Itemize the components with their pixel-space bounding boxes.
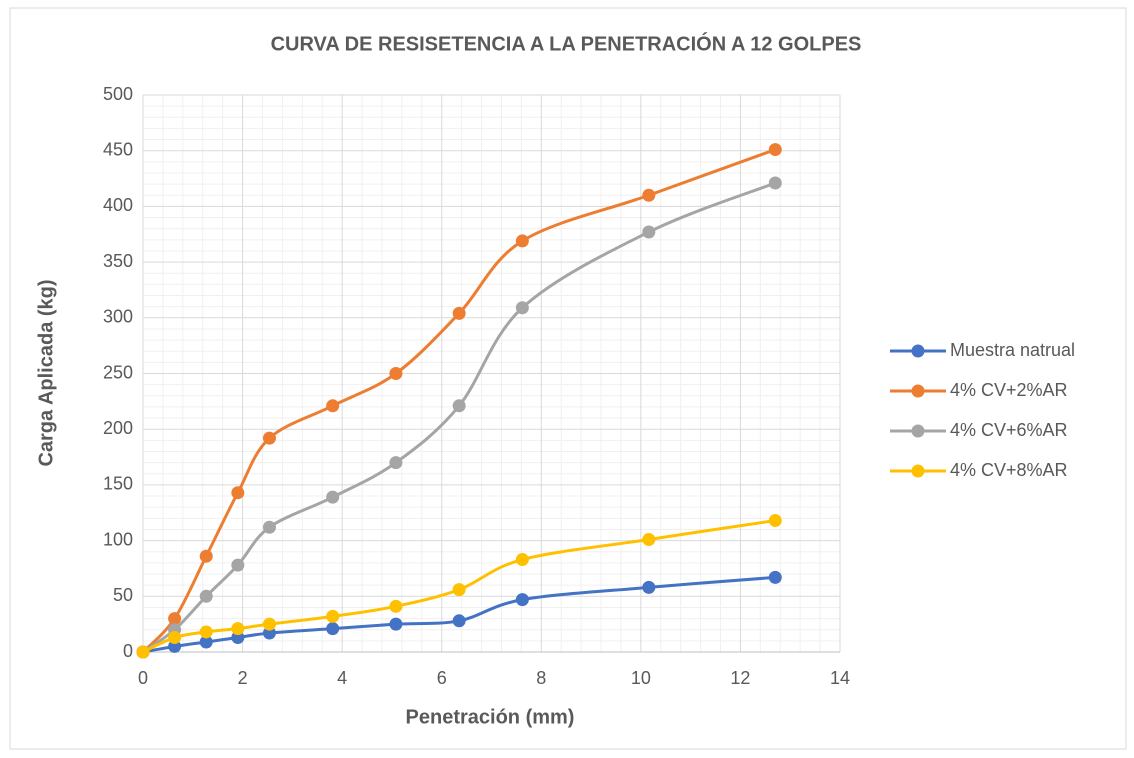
marker xyxy=(262,626,276,640)
legend-marker xyxy=(911,464,925,478)
legend-marker xyxy=(911,384,925,398)
marker xyxy=(231,558,245,572)
marker xyxy=(642,532,656,546)
marker xyxy=(642,580,656,594)
x-axis-label: Penetración (mm) xyxy=(406,706,575,728)
marker xyxy=(326,622,340,636)
legend-label: 4% CV+6%AR xyxy=(950,420,1068,440)
marker xyxy=(768,514,782,528)
marker xyxy=(231,486,245,500)
marker xyxy=(199,549,213,563)
y-tick-label: 400 xyxy=(103,195,133,215)
y-tick-label: 450 xyxy=(103,139,133,159)
marker xyxy=(515,234,529,248)
marker xyxy=(326,399,340,413)
y-axis-label: Carga Aplicada (kg) xyxy=(35,279,57,466)
legend-marker xyxy=(911,344,925,358)
marker xyxy=(199,635,213,649)
marker xyxy=(768,570,782,584)
marker xyxy=(389,617,403,631)
marker xyxy=(136,645,150,659)
y-tick-label: 0 xyxy=(123,641,133,661)
marker xyxy=(262,431,276,445)
marker xyxy=(452,399,466,413)
marker xyxy=(389,456,403,470)
marker xyxy=(452,306,466,320)
y-tick-label: 100 xyxy=(103,529,133,549)
x-tick-label: 14 xyxy=(830,668,850,688)
legend-label: Muestra natrual xyxy=(950,340,1075,360)
y-tick-label: 50 xyxy=(113,585,133,605)
chart-frame xyxy=(9,7,1127,750)
legend-label: 4% CV+2%AR xyxy=(950,380,1068,400)
y-tick-label: 200 xyxy=(103,418,133,438)
x-tick-label: 8 xyxy=(536,668,546,688)
marker xyxy=(168,639,182,653)
marker xyxy=(168,612,182,626)
marker xyxy=(199,625,213,639)
x-tick-label: 10 xyxy=(631,668,651,688)
y-tick-label: 150 xyxy=(103,474,133,494)
marker xyxy=(326,490,340,504)
y-tick-label: 300 xyxy=(103,307,133,327)
marker xyxy=(168,631,182,645)
marker xyxy=(515,593,529,607)
x-tick-label: 6 xyxy=(437,668,447,688)
marker xyxy=(515,301,529,315)
marker xyxy=(326,609,340,623)
chart-title: CURVA DE RESISETENCIA A LA PENETRACIÓN A… xyxy=(271,31,862,55)
marker xyxy=(642,225,656,239)
marker xyxy=(452,583,466,597)
y-tick-label: 250 xyxy=(103,362,133,382)
legend-marker xyxy=(911,424,925,438)
marker xyxy=(642,188,656,202)
marker xyxy=(768,176,782,190)
marker xyxy=(199,589,213,603)
y-tick-label: 350 xyxy=(103,251,133,271)
marker xyxy=(231,631,245,645)
marker xyxy=(389,367,403,380)
marker xyxy=(389,599,403,613)
x-tick-label: 4 xyxy=(337,668,347,688)
marker xyxy=(231,622,245,636)
x-tick-label: 2 xyxy=(238,668,248,688)
x-tick-label: 0 xyxy=(138,668,148,688)
marker xyxy=(262,617,276,631)
y-tick-label: 500 xyxy=(103,84,133,104)
marker xyxy=(262,520,276,534)
legend-label: 4% CV+8%AR xyxy=(950,460,1068,480)
marker xyxy=(515,553,529,567)
marker xyxy=(768,143,782,157)
marker xyxy=(452,614,466,628)
x-tick-label: 12 xyxy=(730,668,750,688)
